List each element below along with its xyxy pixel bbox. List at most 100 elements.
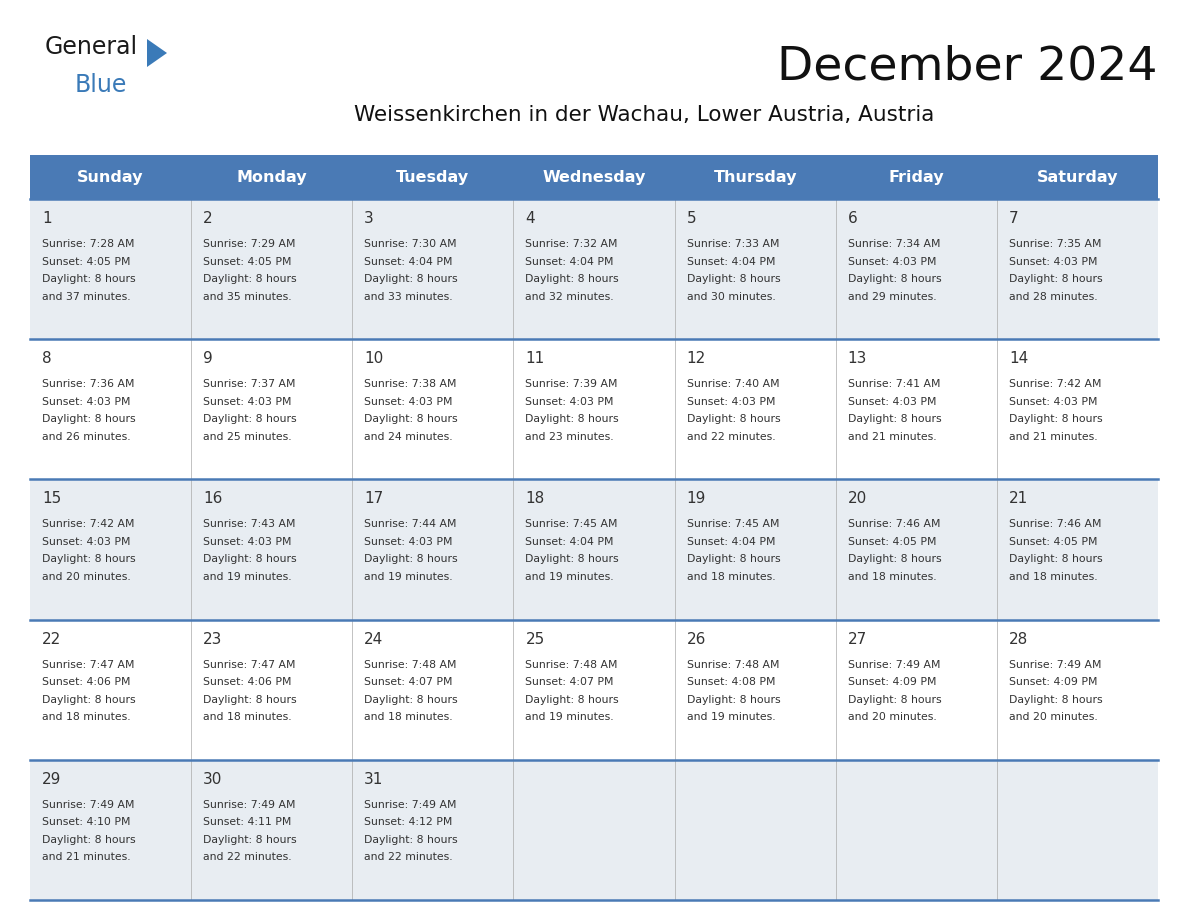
Text: 22: 22 (42, 632, 62, 646)
Text: Sunrise: 7:35 AM: Sunrise: 7:35 AM (1009, 239, 1101, 249)
Text: and 21 minutes.: and 21 minutes. (42, 852, 131, 862)
Text: Sunday: Sunday (77, 170, 144, 185)
Text: 15: 15 (42, 491, 62, 507)
Text: Daylight: 8 hours: Daylight: 8 hours (42, 834, 135, 845)
Text: and 32 minutes.: and 32 minutes. (525, 292, 614, 301)
Text: Daylight: 8 hours: Daylight: 8 hours (1009, 695, 1102, 705)
Text: Sunset: 4:04 PM: Sunset: 4:04 PM (365, 256, 453, 266)
Text: Daylight: 8 hours: Daylight: 8 hours (42, 414, 135, 424)
Text: General: General (45, 35, 138, 59)
Text: 9: 9 (203, 352, 213, 366)
Text: Daylight: 8 hours: Daylight: 8 hours (203, 414, 297, 424)
Text: Daylight: 8 hours: Daylight: 8 hours (203, 274, 297, 284)
Text: and 26 minutes.: and 26 minutes. (42, 431, 131, 442)
Text: Daylight: 8 hours: Daylight: 8 hours (848, 274, 941, 284)
Text: Thursday: Thursday (713, 170, 797, 185)
Bar (30, 760, 1158, 900)
Text: 7: 7 (1009, 211, 1018, 226)
Text: Sunrise: 7:36 AM: Sunrise: 7:36 AM (42, 379, 134, 389)
Text: and 28 minutes.: and 28 minutes. (1009, 292, 1098, 301)
Text: and 35 minutes.: and 35 minutes. (203, 292, 292, 301)
Text: and 22 minutes.: and 22 minutes. (365, 852, 453, 862)
Text: and 23 minutes.: and 23 minutes. (525, 431, 614, 442)
Text: 18: 18 (525, 491, 544, 507)
Text: December 2024: December 2024 (777, 45, 1158, 90)
Text: and 18 minutes.: and 18 minutes. (848, 572, 936, 582)
Text: and 18 minutes.: and 18 minutes. (203, 712, 292, 722)
Text: Daylight: 8 hours: Daylight: 8 hours (687, 554, 781, 565)
Bar (30, 620, 1158, 760)
Text: 12: 12 (687, 352, 706, 366)
Text: Daylight: 8 hours: Daylight: 8 hours (687, 414, 781, 424)
Text: 2: 2 (203, 211, 213, 226)
Text: and 20 minutes.: and 20 minutes. (848, 712, 936, 722)
Bar (30, 199, 1158, 339)
Text: Sunrise: 7:42 AM: Sunrise: 7:42 AM (1009, 379, 1101, 389)
Text: Sunrise: 7:47 AM: Sunrise: 7:47 AM (42, 660, 134, 669)
Text: 28: 28 (1009, 632, 1028, 646)
Bar (30, 479, 1158, 620)
Text: Sunrise: 7:48 AM: Sunrise: 7:48 AM (365, 660, 456, 669)
Text: Sunrise: 7:34 AM: Sunrise: 7:34 AM (848, 239, 940, 249)
Polygon shape (147, 39, 168, 67)
Bar (513, 155, 675, 199)
Text: Sunrise: 7:46 AM: Sunrise: 7:46 AM (848, 520, 940, 530)
Text: Daylight: 8 hours: Daylight: 8 hours (687, 274, 781, 284)
Text: Daylight: 8 hours: Daylight: 8 hours (848, 695, 941, 705)
Text: Sunrise: 7:48 AM: Sunrise: 7:48 AM (525, 660, 618, 669)
Text: Saturday: Saturday (1037, 170, 1118, 185)
Text: Sunrise: 7:49 AM: Sunrise: 7:49 AM (365, 800, 456, 810)
Text: Daylight: 8 hours: Daylight: 8 hours (365, 695, 457, 705)
Text: and 19 minutes.: and 19 minutes. (203, 572, 292, 582)
Text: Sunrise: 7:30 AM: Sunrise: 7:30 AM (365, 239, 457, 249)
Text: and 19 minutes.: and 19 minutes. (365, 572, 453, 582)
Text: Friday: Friday (889, 170, 944, 185)
Text: Daylight: 8 hours: Daylight: 8 hours (42, 695, 135, 705)
Text: Sunset: 4:07 PM: Sunset: 4:07 PM (525, 677, 614, 687)
Text: Sunrise: 7:47 AM: Sunrise: 7:47 AM (203, 660, 296, 669)
Text: Sunset: 4:05 PM: Sunset: 4:05 PM (1009, 537, 1098, 547)
Text: 21: 21 (1009, 491, 1028, 507)
Text: Sunset: 4:09 PM: Sunset: 4:09 PM (1009, 677, 1098, 687)
Text: Sunset: 4:08 PM: Sunset: 4:08 PM (687, 677, 775, 687)
Text: Daylight: 8 hours: Daylight: 8 hours (365, 274, 457, 284)
Text: Sunrise: 7:28 AM: Sunrise: 7:28 AM (42, 239, 134, 249)
Text: Sunset: 4:04 PM: Sunset: 4:04 PM (525, 256, 614, 266)
Text: Blue: Blue (75, 73, 127, 97)
Text: Sunset: 4:04 PM: Sunset: 4:04 PM (687, 537, 775, 547)
Text: Daylight: 8 hours: Daylight: 8 hours (1009, 554, 1102, 565)
Text: Sunrise: 7:39 AM: Sunrise: 7:39 AM (525, 379, 618, 389)
Bar (835, 155, 997, 199)
Text: Daylight: 8 hours: Daylight: 8 hours (525, 274, 619, 284)
Text: 13: 13 (848, 352, 867, 366)
Text: 6: 6 (848, 211, 858, 226)
Text: 30: 30 (203, 772, 222, 787)
Bar (191, 155, 353, 199)
Text: 11: 11 (525, 352, 544, 366)
Text: Daylight: 8 hours: Daylight: 8 hours (1009, 414, 1102, 424)
Text: and 21 minutes.: and 21 minutes. (848, 431, 936, 442)
Text: Sunset: 4:05 PM: Sunset: 4:05 PM (203, 256, 291, 266)
Text: Sunset: 4:04 PM: Sunset: 4:04 PM (687, 256, 775, 266)
Text: Sunset: 4:06 PM: Sunset: 4:06 PM (42, 677, 131, 687)
Text: 17: 17 (365, 491, 384, 507)
Text: Sunrise: 7:42 AM: Sunrise: 7:42 AM (42, 520, 134, 530)
Text: 31: 31 (365, 772, 384, 787)
Text: and 24 minutes.: and 24 minutes. (365, 431, 453, 442)
Text: Sunset: 4:03 PM: Sunset: 4:03 PM (848, 256, 936, 266)
Text: and 25 minutes.: and 25 minutes. (203, 431, 292, 442)
Text: Sunrise: 7:29 AM: Sunrise: 7:29 AM (203, 239, 296, 249)
Text: and 29 minutes.: and 29 minutes. (848, 292, 936, 301)
Text: Sunrise: 7:45 AM: Sunrise: 7:45 AM (687, 520, 779, 530)
Text: Daylight: 8 hours: Daylight: 8 hours (848, 554, 941, 565)
Text: Sunset: 4:03 PM: Sunset: 4:03 PM (365, 537, 453, 547)
Text: Sunrise: 7:44 AM: Sunrise: 7:44 AM (365, 520, 456, 530)
Text: 20: 20 (848, 491, 867, 507)
Bar (675, 155, 835, 199)
Text: 16: 16 (203, 491, 222, 507)
Text: Sunset: 4:03 PM: Sunset: 4:03 PM (365, 397, 453, 407)
Text: and 19 minutes.: and 19 minutes. (525, 572, 614, 582)
Text: and 18 minutes.: and 18 minutes. (1009, 572, 1098, 582)
Text: and 19 minutes.: and 19 minutes. (525, 712, 614, 722)
Text: Sunrise: 7:32 AM: Sunrise: 7:32 AM (525, 239, 618, 249)
